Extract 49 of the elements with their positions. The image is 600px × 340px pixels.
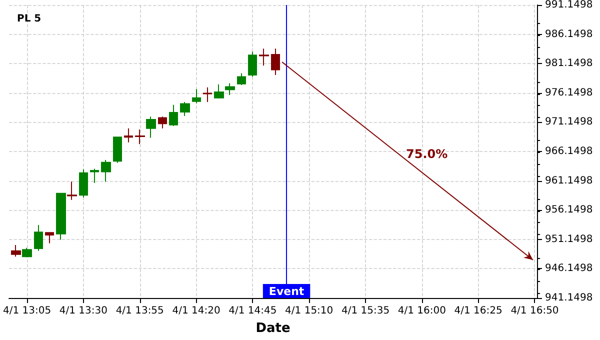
- candlestick: [124, 128, 133, 143]
- candlestick: [214, 84, 224, 99]
- y-tick-label: 991.1498: [545, 0, 593, 10]
- x-tick-label: 4/1 13:30: [59, 306, 108, 316]
- candlestick: [169, 104, 178, 127]
- x-tick-label: 4/1 16:25: [454, 306, 502, 316]
- text: PL 5: [17, 14, 42, 24]
- candlestick: [135, 129, 145, 145]
- candlestick: [90, 168, 99, 184]
- y-tick-label: 946.1498: [545, 263, 593, 274]
- x-tick-label: 4/1 15:35: [341, 306, 390, 316]
- y-tick-label: 966.1498: [545, 146, 593, 157]
- y-tick-label: 981.1498: [545, 58, 593, 70]
- y-tick-label: 941.1498: [545, 292, 593, 304]
- candlestick: [180, 101, 190, 117]
- candlestick: [259, 48, 269, 66]
- candlestick: [34, 224, 43, 252]
- candlestick: [192, 88, 201, 104]
- candlestick: [225, 82, 235, 96]
- candlestick: [271, 48, 280, 76]
- candlestick: [45, 232, 54, 244]
- candlestick: [79, 168, 88, 198]
- ref-line-label: Event: [268, 285, 304, 298]
- candlestick: [113, 136, 122, 164]
- candlestick: [248, 51, 257, 78]
- y-tick-label: 976.1498: [545, 87, 593, 98]
- x-tick-label: 4/1 15:10: [285, 306, 334, 316]
- x-tick-label: 4/1 14:20: [172, 306, 220, 316]
- x-axis-title: Date: [256, 321, 290, 336]
- candlestick: [146, 116, 156, 138]
- y-tick-label: 961.1498: [545, 175, 593, 186]
- candlestick: [237, 72, 246, 86]
- x-tick-label: 4/1 13:55: [116, 306, 164, 316]
- candlestick: [67, 181, 77, 200]
- y-tick-label: 971.1498: [545, 116, 593, 128]
- x-tick-label: 4/1 14:45: [228, 306, 277, 316]
- annotation: 75.0%: [406, 147, 448, 161]
- x-tick-label: 4/1 16:00: [398, 306, 446, 316]
- y-tick-label: 986.1498: [545, 28, 593, 40]
- candlestick: [11, 244, 21, 258]
- y-tick-label: 956.1498: [545, 204, 593, 216]
- candlestick: [101, 159, 111, 182]
- x-tick-label: 4/1 16:50: [510, 306, 559, 316]
- candlestick: [158, 116, 167, 129]
- candlestick: [56, 192, 66, 240]
- candlestick: [22, 247, 32, 258]
- x-tick-label: 4/1 13:05: [3, 306, 52, 316]
- candlestick: [203, 86, 212, 102]
- y-tick-label: 951.1498: [545, 234, 593, 245]
